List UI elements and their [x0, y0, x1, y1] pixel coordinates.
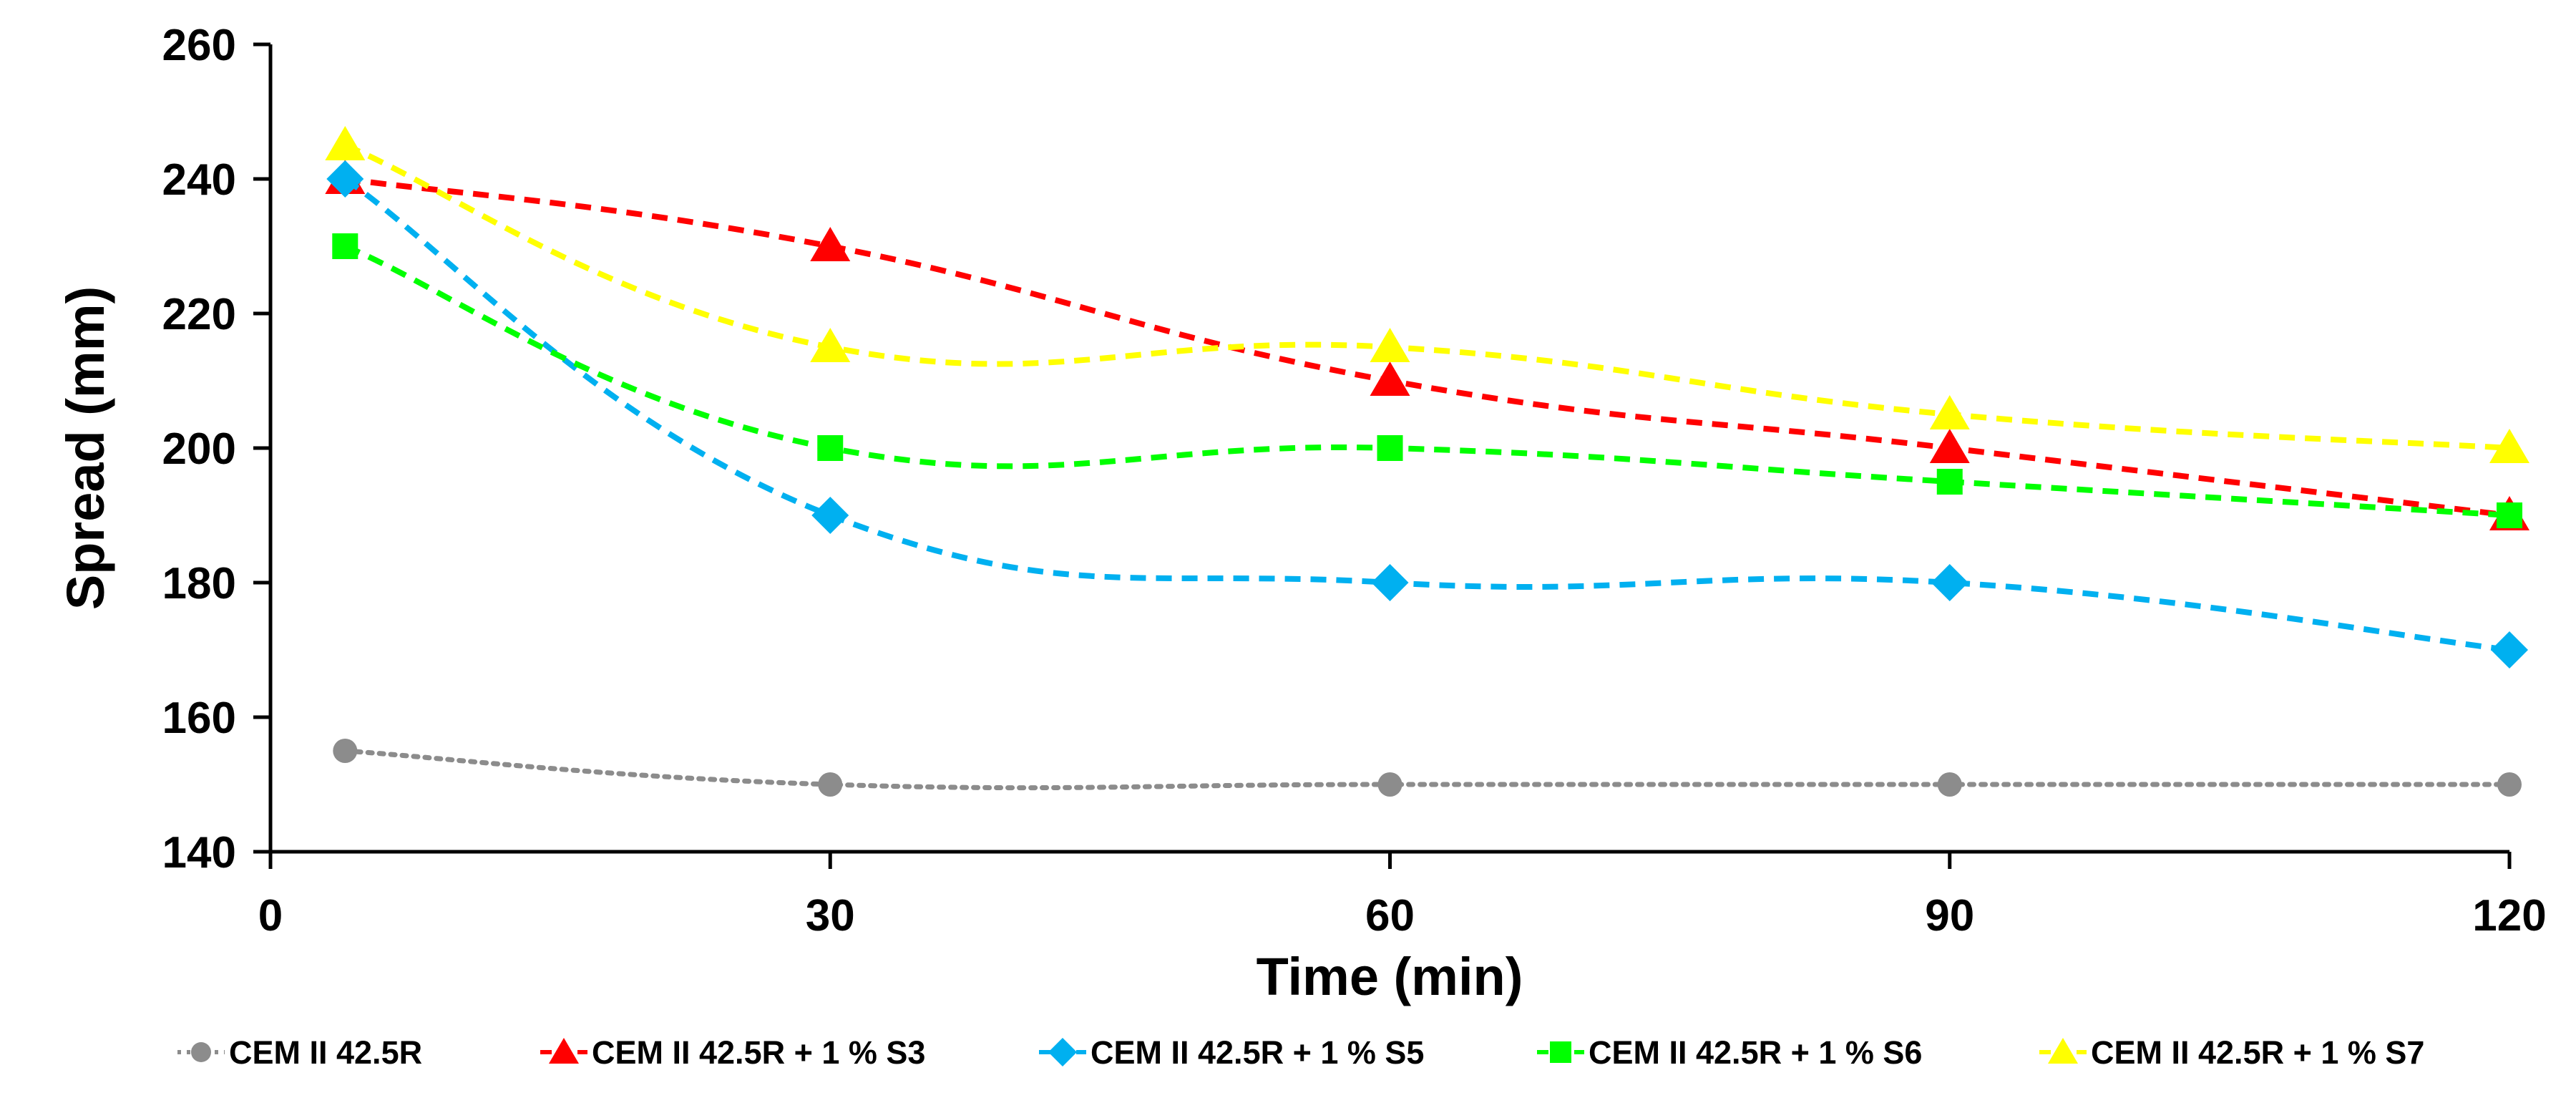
series-5-point-2	[810, 328, 851, 362]
series-3	[326, 160, 2528, 669]
legend-label-3: CEM II 42.5R + 1 % S5	[1091, 1034, 1424, 1071]
series-1-point-4	[1937, 772, 1962, 797]
legend: CEM II 42.5R CEM II 42.5R + 1 % S3 CEM II …	[177, 1034, 2424, 1071]
legend-marker-2	[549, 1038, 579, 1064]
y-tick-label-200: 200	[162, 424, 236, 474]
series-3-point-3	[1371, 564, 1409, 601]
series-3-point-1	[326, 160, 364, 198]
legend-item-5: CEM II 42.5R + 1 % S7	[2039, 1034, 2424, 1071]
series-4-point-3	[1377, 435, 1403, 461]
y-axis-title: Spread (mm)	[56, 286, 115, 610]
series-1-point-1	[333, 739, 358, 763]
y-tick-label-220: 220	[162, 290, 236, 339]
x-tick-label-30: 30	[806, 891, 855, 941]
x-tick-label-120: 120	[2472, 891, 2546, 941]
legend-marker-1	[191, 1042, 211, 1062]
legend-marker-3	[1048, 1038, 1077, 1066]
legend-marker-5	[2048, 1038, 2078, 1064]
legend-label-2: CEM II 42.5R + 1 % S3	[592, 1034, 925, 1071]
legend-label-5: CEM II 42.5R + 1 % S7	[2091, 1034, 2424, 1071]
series-1-point-3	[1377, 772, 1402, 797]
series-1-point-2	[818, 772, 843, 797]
series-3-point-5	[2491, 631, 2528, 669]
series-3-point-2	[811, 497, 849, 534]
legend-item-1: CEM II 42.5R	[177, 1034, 422, 1071]
series-line-1	[342, 748, 2512, 791]
x-axis-title: Time (min)	[1257, 947, 1523, 1006]
series-line-2	[344, 176, 2510, 518]
series-1	[333, 739, 2522, 797]
series-5-point-1	[325, 126, 366, 160]
ticks-layer: 140 160 180 200 220 240 260 0 30 60 90 120	[162, 21, 2547, 941]
legend-item-3: CEM II 42.5R + 1 % S5	[1039, 1034, 1424, 1071]
series-2-point-3	[1370, 361, 1410, 396]
legend-label-4: CEM II 42.5R + 1 % S6	[1589, 1034, 1922, 1071]
y-tick-label-180: 180	[162, 559, 236, 608]
y-tick-label-140: 140	[162, 828, 236, 878]
series-4-point-4	[1936, 469, 1963, 495]
x-tick-label-90: 90	[1925, 891, 1974, 941]
series-4-point-5	[2497, 502, 2522, 528]
series-line-3	[343, 176, 2510, 653]
series-1-point-5	[2497, 772, 2522, 797]
series-layer	[325, 126, 2529, 797]
y-tick-label-260: 260	[162, 21, 236, 70]
y-tick-label-240: 240	[162, 155, 236, 205]
series-2-point-4	[1929, 429, 1970, 463]
series-2-point-2	[810, 227, 851, 261]
y-tick-label-160: 160	[162, 694, 236, 743]
legend-label-1: CEM II 42.5R	[229, 1034, 422, 1071]
legend-item-4: CEM II 42.5R + 1 % S6	[1537, 1034, 1922, 1071]
x-tick-label-60: 60	[1365, 891, 1415, 941]
series-4-point-2	[817, 435, 844, 461]
x-tick-label-0: 0	[258, 891, 283, 941]
legend-marker-4	[1550, 1041, 1571, 1063]
series-4-point-1	[332, 233, 358, 259]
series-2	[325, 160, 2529, 530]
series-5-point-4	[1929, 395, 1970, 429]
series-4	[332, 233, 2522, 528]
series-3-point-4	[1931, 564, 1968, 601]
series-5-point-3	[1370, 328, 1410, 362]
series-5-point-5	[2489, 429, 2529, 463]
series-5	[325, 126, 2529, 463]
legend-item-2: CEM II 42.5R + 1 % S3	[540, 1034, 925, 1071]
